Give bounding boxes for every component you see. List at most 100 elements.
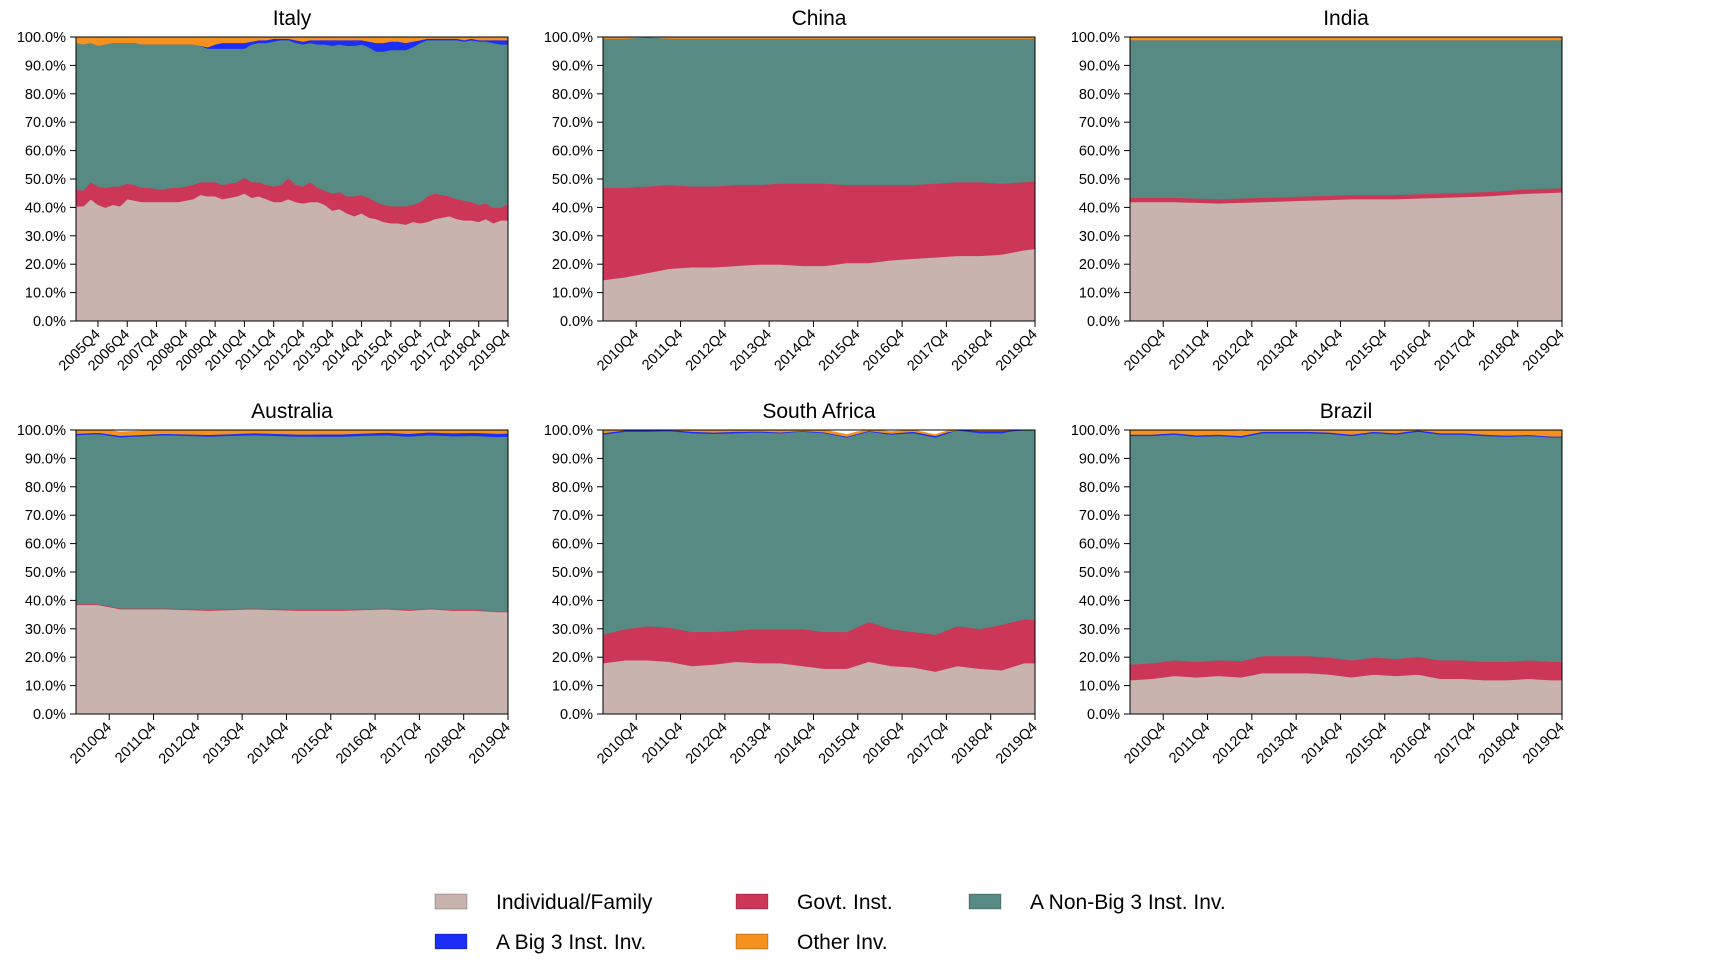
- x-tick-label: 2019Q4: [1520, 720, 1568, 768]
- y-tick-label: 50.0%: [25, 565, 66, 581]
- x-tick-label: 2018Q4: [949, 720, 997, 768]
- panel-title: Italy: [273, 7, 312, 30]
- legend-swatch: [735, 893, 769, 910]
- y-tick-label: 90.0%: [1079, 451, 1120, 467]
- x-tick-label: 2016Q4: [860, 327, 908, 375]
- y-tick-label: 0.0%: [1087, 314, 1120, 330]
- legend-swatch: [735, 933, 769, 950]
- x-tick-label: 2010Q4: [1121, 720, 1169, 768]
- x-tick-label: 2012Q4: [683, 720, 731, 768]
- y-tick-label: 100.0%: [17, 423, 66, 439]
- panel-title: South Africa: [762, 400, 876, 423]
- y-tick-label: 10.0%: [552, 679, 593, 695]
- area-individual-family: [1129, 191, 1563, 322]
- y-tick-label: 10.0%: [25, 679, 66, 695]
- y-tick-label: 50.0%: [1079, 565, 1120, 581]
- panel-china: China 0.0% 10.0% 20.0% 30.0% 40.0% 50.0% 60.0% 7…: [544, 7, 1041, 374]
- y-tick-label: 40.0%: [552, 593, 593, 609]
- y-tick-label: 40.0%: [25, 200, 66, 216]
- y-tick-label: 0.0%: [33, 707, 66, 723]
- x-tick-label: 2018Q4: [949, 327, 997, 375]
- x-tick-label: 2017Q4: [1431, 720, 1479, 768]
- legend-swatch: [434, 893, 468, 910]
- x-tick-label: 2015Q4: [816, 327, 864, 375]
- x-tick-label: 2017Q4: [904, 327, 952, 375]
- x-tick-label: 2016Q4: [1387, 720, 1435, 768]
- y-tick-label: 30.0%: [25, 229, 66, 245]
- y-tick-label: 40.0%: [1079, 593, 1120, 609]
- y-tick-label: 30.0%: [552, 229, 593, 245]
- y-tick-label: 90.0%: [552, 451, 593, 467]
- y-tick-label: 40.0%: [552, 200, 593, 216]
- area-a-non-big-3-inst-inv: [75, 433, 509, 612]
- panel-brazil: Brazil 0.0% 10.0% 20.0% 30.0% 40.0% 50.0% 60.0%…: [1071, 400, 1568, 767]
- y-tick-label: 80.0%: [25, 87, 66, 103]
- y-tick-label: 0.0%: [1087, 707, 1120, 723]
- y-tick-label: 100.0%: [1071, 423, 1120, 439]
- legend-label: Other Inv.: [797, 931, 888, 954]
- panel-italy: Italy 0.0% 10.0% 20.0% 30.0% 40.0% 50.0% 60.0% 7…: [17, 7, 514, 374]
- x-tick-label: 2010Q4: [67, 720, 115, 768]
- y-tick-label: 20.0%: [1079, 257, 1120, 273]
- x-tick-label: 2016Q4: [333, 720, 381, 768]
- y-tick-label: 50.0%: [25, 172, 66, 188]
- x-tick-label: 2012Q4: [156, 720, 204, 768]
- x-tick-label: 2011Q4: [1166, 720, 1213, 767]
- y-tick-label: 50.0%: [552, 172, 593, 188]
- x-tick-label: 2013Q4: [727, 327, 775, 375]
- legend-item-a-big-3-inst-inv: A Big 3 Inst. Inv.: [434, 931, 646, 954]
- y-tick-label: 20.0%: [1079, 650, 1120, 666]
- y-tick-label: 60.0%: [552, 537, 593, 553]
- legend-label: Individual/Family: [496, 891, 653, 914]
- legend-label: A Non-Big 3 Inst. Inv.: [1030, 891, 1226, 914]
- x-tick-label: 2019Q4: [1520, 327, 1568, 375]
- y-tick-label: 60.0%: [552, 144, 593, 160]
- area-a-non-big-3-inst-inv: [1129, 39, 1563, 200]
- y-tick-label: 90.0%: [1079, 58, 1120, 74]
- y-tick-label: 30.0%: [1079, 229, 1120, 245]
- x-tick-label: 2018Q4: [422, 720, 470, 768]
- x-tick-label: 2015Q4: [816, 720, 864, 768]
- y-tick-label: 70.0%: [552, 115, 593, 131]
- y-tick-label: 30.0%: [552, 622, 593, 638]
- panel-title: Australia: [251, 400, 333, 423]
- legend-label: Govt. Inst.: [797, 891, 893, 914]
- area-a-non-big-3-inst-inv: [1129, 430, 1563, 665]
- panel-title: China: [792, 7, 847, 30]
- x-tick-label: 2014Q4: [1298, 327, 1346, 375]
- y-tick-label: 10.0%: [1079, 286, 1120, 302]
- y-tick-label: 10.0%: [552, 286, 593, 302]
- y-tick-label: 60.0%: [1079, 144, 1120, 160]
- y-tick-label: 70.0%: [1079, 508, 1120, 524]
- y-tick-label: 20.0%: [25, 650, 66, 666]
- y-tick-label: 100.0%: [17, 30, 66, 46]
- panel-south-africa: South Africa 0.0% 10.0% 20.0% 30.0% 40.0% 50.0…: [544, 400, 1041, 767]
- y-tick-label: 80.0%: [552, 87, 593, 103]
- y-tick-label: 60.0%: [1079, 537, 1120, 553]
- panel-india: India 0.0% 10.0% 20.0% 30.0% 40.0% 50.0% 60.0% 7…: [1071, 7, 1568, 374]
- x-tick-label: 2014Q4: [771, 720, 819, 768]
- y-tick-label: 20.0%: [552, 257, 593, 273]
- x-tick-label: 2015Q4: [1343, 327, 1391, 375]
- x-tick-label: 2016Q4: [1387, 327, 1435, 375]
- y-tick-label: 30.0%: [1079, 622, 1120, 638]
- panel-title: Brazil: [1320, 400, 1373, 423]
- x-tick-label: 2011Q4: [1166, 327, 1213, 374]
- x-tick-label: 2012Q4: [683, 327, 731, 375]
- x-tick-label: 2012Q4: [1210, 327, 1258, 375]
- y-tick-label: 20.0%: [552, 650, 593, 666]
- y-tick-label: 80.0%: [25, 480, 66, 496]
- legend-item-a-non-big-3-inst-inv: A Non-Big 3 Inst. Inv.: [968, 891, 1226, 914]
- y-tick-label: 70.0%: [25, 115, 66, 131]
- x-tick-label: 2010Q4: [1121, 327, 1169, 375]
- panel-title: India: [1323, 7, 1369, 30]
- legend-swatch: [434, 933, 468, 950]
- y-tick-label: 20.0%: [25, 257, 66, 273]
- y-tick-label: 70.0%: [25, 508, 66, 524]
- legend-label: A Big 3 Inst. Inv.: [496, 931, 646, 954]
- y-tick-label: 100.0%: [1071, 30, 1120, 46]
- y-tick-label: 0.0%: [560, 707, 593, 723]
- x-tick-label: 2010Q4: [594, 327, 642, 375]
- chart-panels: Italy 0.0% 10.0% 20.0% 30.0% 40.0% 50.0% 60.0% 7…: [17, 7, 1568, 768]
- y-tick-label: 100.0%: [544, 30, 593, 46]
